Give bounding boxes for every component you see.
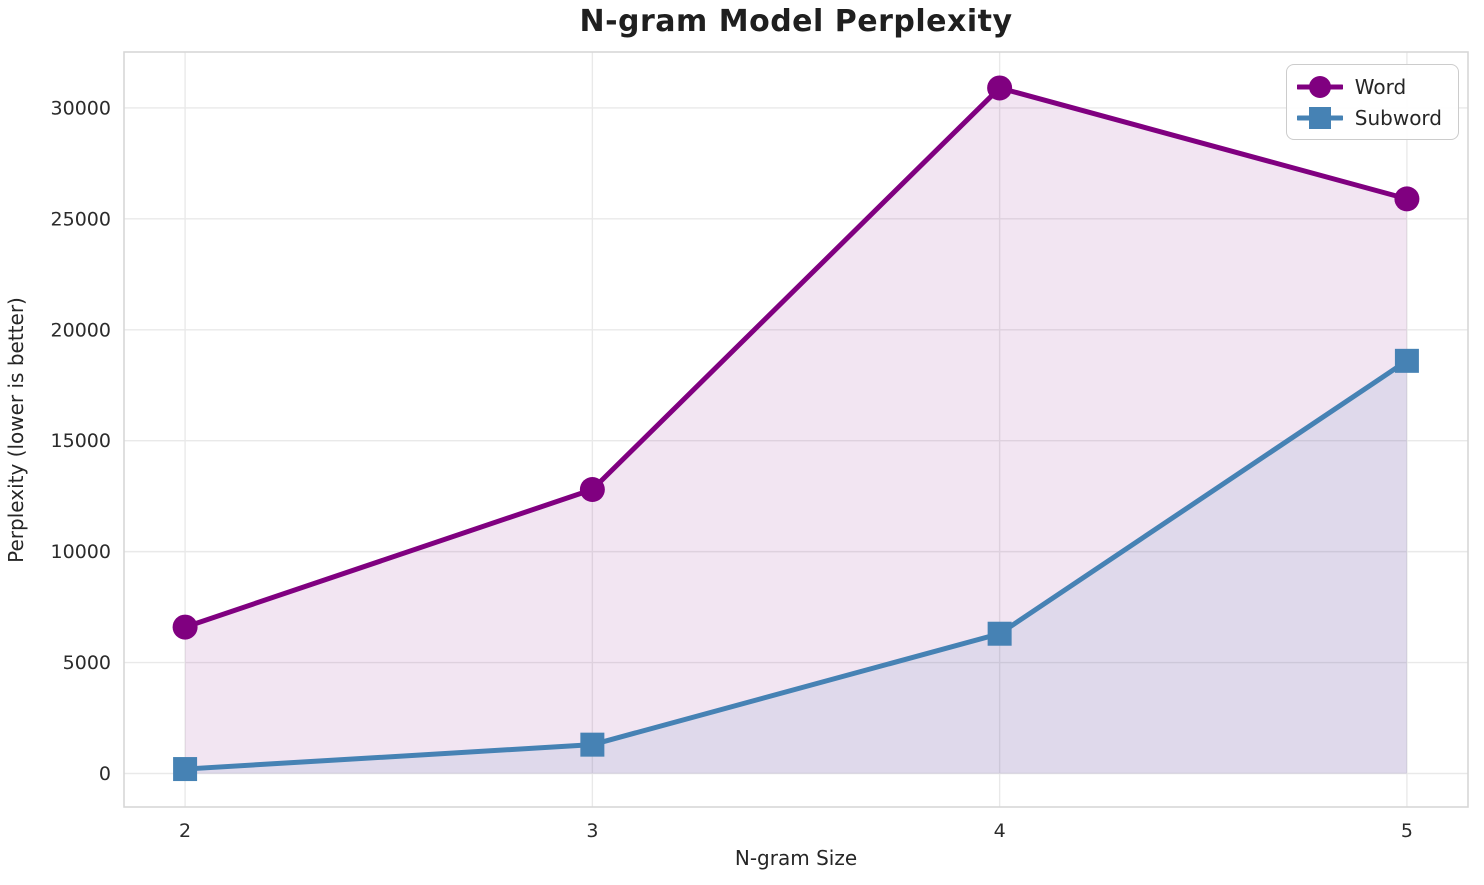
y-tick-label: 0 bbox=[99, 763, 111, 785]
y-tick-label: 10000 bbox=[51, 541, 111, 563]
legend-item-subword: Subword bbox=[1296, 103, 1442, 132]
y-tick-label: 30000 bbox=[51, 97, 111, 119]
y-tick-label: 15000 bbox=[51, 430, 111, 452]
subword-data-point-marker bbox=[1394, 348, 1419, 373]
x-axis-label: N-gram Size bbox=[734, 846, 858, 870]
x-tick-label: 5 bbox=[1401, 820, 1413, 842]
word-data-point-marker bbox=[987, 75, 1013, 101]
x-tick-label: 4 bbox=[994, 820, 1006, 842]
subword-data-point-marker bbox=[580, 732, 605, 757]
chart-title: N-gram Model Perplexity bbox=[579, 4, 1013, 39]
y-tick-label: 25000 bbox=[51, 208, 111, 230]
legend: Word Subword bbox=[1285, 64, 1459, 140]
y-tick-label: 20000 bbox=[51, 319, 111, 341]
subword-series-area bbox=[185, 360, 1407, 774]
word-data-point-marker bbox=[172, 614, 198, 640]
subword-series-line bbox=[182, 358, 1410, 772]
subword-data-point-marker bbox=[987, 621, 1012, 646]
subword-data-point-marker bbox=[173, 757, 198, 782]
legend-label: Word bbox=[1354, 74, 1407, 99]
x-tick-label: 2 bbox=[179, 820, 191, 842]
legend-item-word: Word bbox=[1296, 72, 1442, 101]
word-series-line bbox=[182, 85, 1410, 630]
word-data-point-marker bbox=[579, 477, 605, 503]
circle-marker-icon bbox=[1296, 75, 1343, 98]
legend-label: Subword bbox=[1354, 105, 1442, 130]
y-tick-label: 5000 bbox=[63, 652, 111, 674]
square-marker-icon bbox=[1296, 106, 1343, 129]
plot-border bbox=[123, 51, 1469, 808]
x-tick-label: 3 bbox=[586, 820, 598, 842]
word-data-point-marker bbox=[1394, 186, 1420, 212]
word-series-area bbox=[185, 87, 1407, 774]
